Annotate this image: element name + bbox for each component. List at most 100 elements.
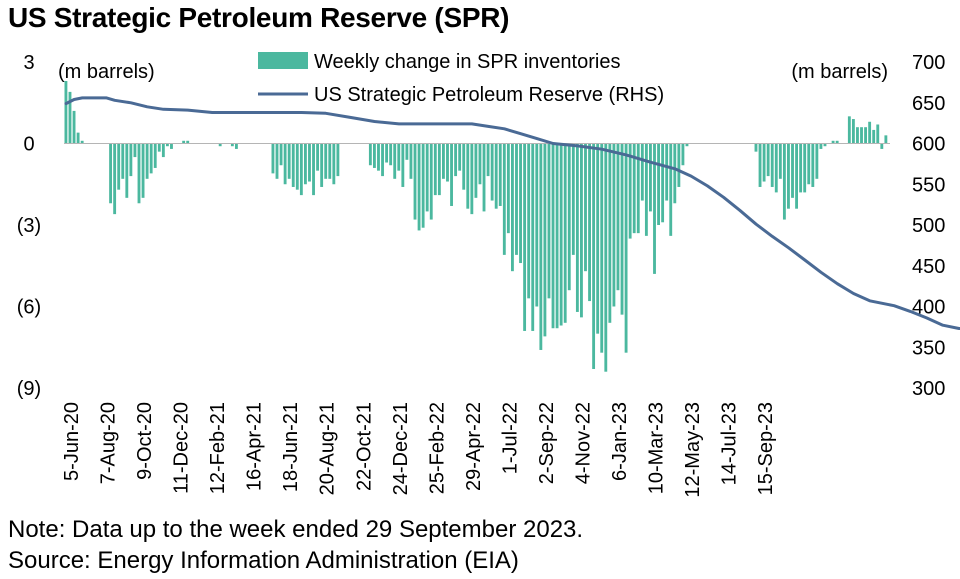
bar xyxy=(604,143,608,372)
bar xyxy=(482,143,486,212)
x-tick-label: 5-Jun-20 xyxy=(61,402,83,481)
bar xyxy=(673,143,677,204)
bar xyxy=(291,143,295,187)
bar xyxy=(539,143,543,350)
chart-title: US Strategic Petroleum Reserve (SPR) xyxy=(8,2,510,33)
bar xyxy=(506,143,510,234)
bar xyxy=(332,143,336,185)
bar xyxy=(218,143,222,147)
bar xyxy=(328,143,332,179)
bar xyxy=(368,143,372,166)
bar xyxy=(279,143,283,166)
bar xyxy=(884,135,888,144)
bar xyxy=(299,143,303,196)
bar xyxy=(498,143,502,206)
bar xyxy=(425,143,429,212)
bar xyxy=(527,143,531,299)
bar xyxy=(523,143,527,331)
left-tick-label: 0 xyxy=(23,134,34,156)
bar xyxy=(555,143,559,329)
bar xyxy=(141,143,145,198)
bar xyxy=(433,143,437,196)
bar xyxy=(754,143,758,152)
legend: Weekly change in SPR inventories US Stra… xyxy=(258,51,664,106)
x-tick-label: 16-Apr-21 xyxy=(244,402,266,491)
right-tick-label: 600 xyxy=(912,134,945,156)
x-tick-label: 1-Jul-22 xyxy=(499,402,521,474)
x-tick-label: 18-Jun-21 xyxy=(280,402,302,492)
bar xyxy=(644,143,648,236)
x-tick-label: 12-Feb-21 xyxy=(207,402,229,494)
bar xyxy=(563,143,567,323)
legend-bar-swatch xyxy=(258,52,308,69)
bar xyxy=(486,143,490,177)
bar xyxy=(681,143,685,166)
bar xyxy=(137,143,141,204)
bar xyxy=(377,143,380,171)
bar xyxy=(133,143,137,158)
bar xyxy=(628,143,632,239)
bar xyxy=(584,143,587,272)
bar xyxy=(535,143,539,307)
bar xyxy=(450,143,453,206)
bar xyxy=(68,91,72,144)
bar xyxy=(157,143,161,152)
bar xyxy=(880,143,884,149)
bar xyxy=(490,143,494,201)
bar xyxy=(129,143,133,177)
spr-reserve-line xyxy=(64,96,960,331)
bar xyxy=(511,143,514,272)
left-tick-label: 3 xyxy=(23,52,34,74)
bar xyxy=(441,143,445,179)
bar xyxy=(381,143,384,177)
bar xyxy=(636,143,640,234)
bar xyxy=(153,143,157,168)
bar xyxy=(275,143,279,179)
bar xyxy=(620,143,624,315)
bar xyxy=(860,127,863,144)
bar xyxy=(372,143,376,168)
x-tick-label: 25-Feb-22 xyxy=(426,402,448,494)
bar xyxy=(303,143,307,185)
bar xyxy=(502,143,506,255)
bar xyxy=(543,143,547,337)
x-tick-label: 15-Sep-23 xyxy=(755,402,777,495)
bar xyxy=(661,143,665,223)
bar xyxy=(125,143,129,198)
right-tick-label: 500 xyxy=(912,215,945,237)
bar xyxy=(324,143,328,179)
spr-chart: 30(3)(6)(9) 700650600550500450400350300 … xyxy=(17,51,960,498)
bar xyxy=(161,143,165,158)
bar xyxy=(778,143,782,179)
bar xyxy=(823,143,827,147)
bar xyxy=(632,143,636,234)
bar xyxy=(470,143,474,215)
x-tick-label: 9-Oct-20 xyxy=(134,402,156,480)
bar xyxy=(413,143,417,220)
bar xyxy=(421,143,425,228)
x-tick-label: 4-Nov-22 xyxy=(572,402,594,484)
bar xyxy=(665,143,669,201)
legend-label-bars: Weekly change in SPR inventories xyxy=(314,51,620,73)
bar xyxy=(385,143,389,163)
bar xyxy=(295,143,299,190)
bar xyxy=(446,143,449,182)
bar xyxy=(677,143,681,187)
bar xyxy=(811,143,815,187)
bar xyxy=(653,143,656,274)
bar xyxy=(559,143,563,326)
bar xyxy=(312,143,315,196)
x-tick-label: 22-Oct-21 xyxy=(353,402,375,491)
bar xyxy=(608,143,612,323)
bar xyxy=(571,143,575,255)
bar xyxy=(774,143,778,193)
bar xyxy=(397,143,401,171)
bar xyxy=(856,127,859,144)
source-text: Source: Energy Information Administratio… xyxy=(8,547,519,574)
bar xyxy=(429,143,433,220)
right-tick-label: 400 xyxy=(912,297,945,319)
bar xyxy=(186,140,190,144)
x-tick-label: 14-Jul-23 xyxy=(719,402,741,485)
bar xyxy=(515,143,518,255)
note-text: Note: Data up to the week ended 29 Septe… xyxy=(8,516,584,543)
